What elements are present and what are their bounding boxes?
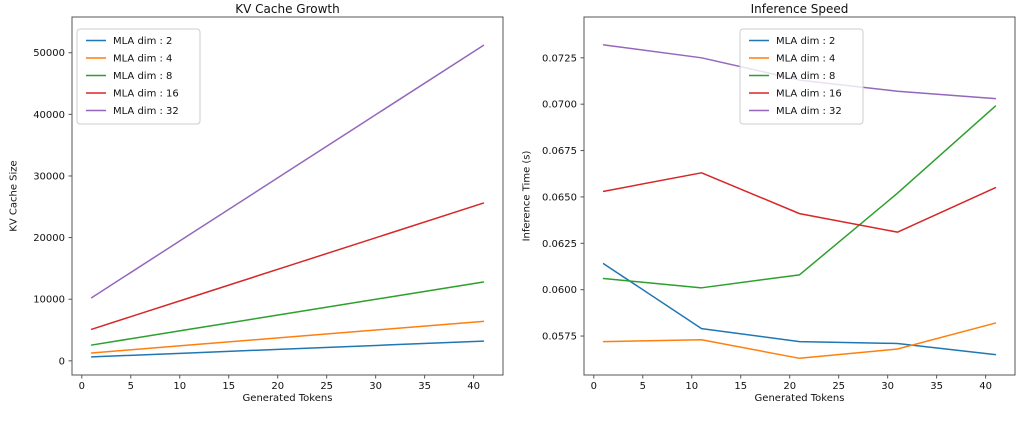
x-tick-label: 0 bbox=[79, 381, 85, 392]
legend-box bbox=[76, 28, 201, 125]
legend-label: MLA dim : 32 bbox=[113, 106, 179, 117]
x-tick-label: 40 bbox=[979, 381, 992, 392]
y-tick-label: 0.0625 bbox=[542, 239, 577, 250]
legend-label: MLA dim : 16 bbox=[776, 89, 842, 100]
x-tick-label: 25 bbox=[320, 381, 333, 392]
y-tick-label: 0.0725 bbox=[542, 53, 577, 64]
x-tick-label: 15 bbox=[222, 381, 235, 392]
chart-title-kv-cache-growth: KV Cache Growth bbox=[235, 2, 340, 16]
series-line-mla-dim-8 bbox=[90, 281, 485, 346]
legend-label: MLA dim : 2 bbox=[113, 36, 172, 47]
y-tick-label: 0.0600 bbox=[542, 285, 577, 296]
series-line-mla-dim-16 bbox=[90, 202, 485, 331]
x-tick-label: 25 bbox=[832, 381, 845, 392]
y-tick-label: 0.0675 bbox=[542, 146, 577, 157]
x-tick-label: 10 bbox=[685, 381, 698, 392]
y-tick-label: 0.0650 bbox=[542, 192, 577, 203]
y-tick-label: 40000 bbox=[33, 110, 65, 121]
legend-label: MLA dim : 8 bbox=[776, 71, 835, 82]
series-line-mla-dim-2 bbox=[90, 340, 485, 358]
legend-label: MLA dim : 4 bbox=[776, 54, 835, 65]
x-tick-label: 35 bbox=[418, 381, 431, 392]
x-tick-label: 5 bbox=[128, 381, 134, 392]
legend-label: MLA dim : 2 bbox=[776, 36, 835, 47]
legend-label: MLA dim : 8 bbox=[113, 71, 172, 82]
x-tick-label: 10 bbox=[173, 381, 186, 392]
x-tick-label: 15 bbox=[734, 381, 747, 392]
x-tick-label: 20 bbox=[783, 381, 796, 392]
series-line-mla-dim-4 bbox=[90, 320, 485, 354]
series-line-mla-dim-2 bbox=[602, 262, 997, 356]
y-axis-label-right: Inference Time (s) bbox=[521, 150, 533, 242]
kv-cache-growth-chart: 0 5 10 15 20 25 30 35 40 0 10000 20000 30000 40000 500… bbox=[33, 16, 504, 392]
x-tick-label: 35 bbox=[930, 381, 943, 392]
legend-label: MLA dim : 4 bbox=[113, 54, 172, 65]
x-axis-label-left: Generated Tokens bbox=[242, 393, 333, 404]
inference-speed-chart: 0 5 10 15 20 25 30 35 40 0.0575 0.0600 0.0625 0.0650… bbox=[542, 16, 1016, 392]
x-tick-label: 30 bbox=[881, 381, 894, 392]
series-line-mla-dim-4 bbox=[602, 322, 997, 360]
x-tick-label: 20 bbox=[271, 381, 284, 392]
series-line-mla-dim-32 bbox=[90, 44, 485, 299]
x-tick-label: 0 bbox=[591, 381, 597, 392]
x-tick-label: 5 bbox=[640, 381, 646, 392]
y-tick-label: 0.0700 bbox=[542, 100, 577, 111]
x-tick-label: 40 bbox=[467, 381, 480, 392]
legend: MLA dim : 2 MLA dim : 4 MLA dim : 8 MLA dim… bbox=[76, 28, 201, 125]
legend-label: MLA dim : 16 bbox=[113, 89, 179, 100]
legend: MLA dim : 2 MLA dim : 4 MLA dim : 8 MLA dim… bbox=[739, 28, 864, 125]
series-line-mla-dim-16 bbox=[602, 172, 997, 233]
legend-label: MLA dim : 32 bbox=[776, 106, 842, 117]
chart-title-inference-speed: Inference Speed bbox=[750, 2, 849, 16]
x-tick-label: 30 bbox=[369, 381, 382, 392]
legend-box bbox=[739, 28, 864, 125]
y-tick-label: 0.0575 bbox=[542, 332, 577, 343]
x-axis-label-right: Generated Tokens bbox=[754, 393, 845, 404]
y-axis-label-left: KV Cache Size bbox=[8, 160, 20, 232]
y-tick-label: 10000 bbox=[33, 295, 65, 306]
y-tick-label: 0 bbox=[59, 356, 65, 367]
series-line-mla-dim-8 bbox=[602, 105, 997, 289]
y-tick-label: 20000 bbox=[33, 233, 65, 244]
y-tick-label: 50000 bbox=[33, 48, 65, 59]
y-tick-label: 30000 bbox=[33, 171, 65, 182]
